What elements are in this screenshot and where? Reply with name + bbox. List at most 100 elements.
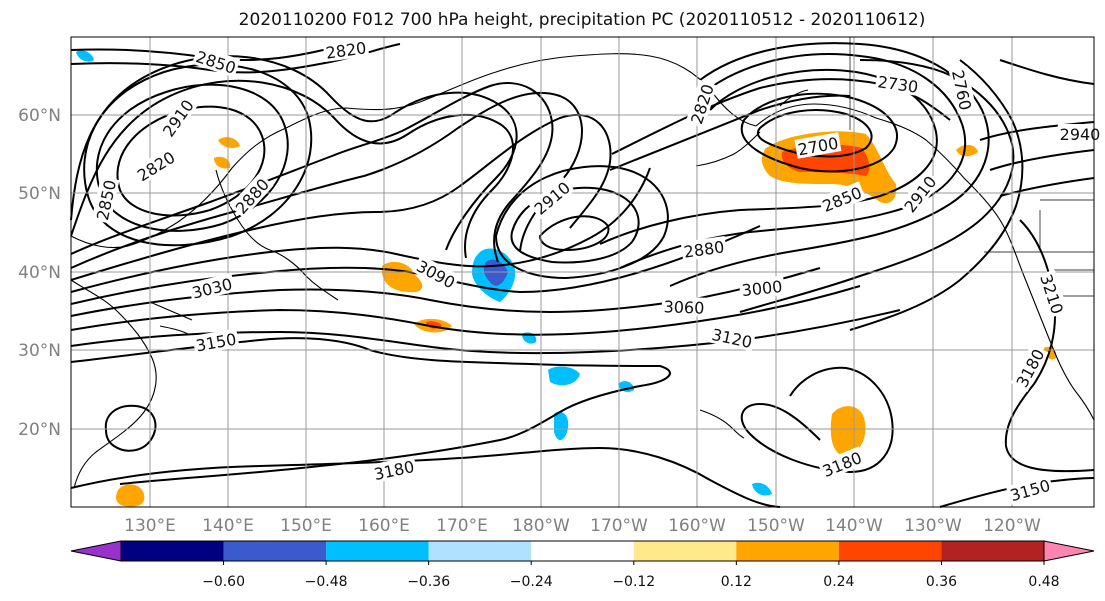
contour-line [70,55,518,251]
contour-line [849,59,1024,331]
contour-label-mask [661,296,707,317]
precip-anomaly-negative [752,482,772,496]
contour-line [740,92,898,173]
latitude-label: 50°N [18,184,61,204]
latitude-label: 40°N [18,263,61,283]
border-lines [849,37,1094,297]
colorbar-tick-label: 0.24 [823,574,854,590]
longitude-label: 120°W [983,516,1041,536]
contour-line [609,94,851,171]
contour-label-mask [874,71,922,97]
contour-label: 3060 [661,296,707,318]
colorbar-segment [326,541,429,561]
longitude-label: 140°W [825,516,883,536]
contour-line [70,267,821,317]
colorbar-extend-high [1043,540,1095,562]
longitude-label: 150°E [280,516,332,536]
precip-anomaly-negative [554,411,569,441]
contour-label-mask [192,328,240,355]
contour-line [740,366,894,474]
contour-label-mask [131,145,180,186]
longitude-label: 160°W [668,516,726,536]
colorbar-tick-label: −0.12 [612,574,655,590]
contour-label-mask [898,170,941,218]
contour-label-mask [1005,474,1054,505]
longitude-label: 130°E [124,516,176,536]
colorbar-segment [941,541,1044,561]
contour-label-mask [528,176,575,220]
contour-line [70,285,861,336]
precip-anomaly-positive [116,484,145,507]
colorbar-segment [223,541,327,561]
contour-label-mask [322,37,370,63]
colorbar-frame [120,540,1045,562]
colorbar: −0.60 −0.48 −0.36 −0.24 −0.12 0.12 0.24 0.36 0.4… [70,540,1095,590]
colorbar-segment [838,541,942,561]
figure-title: 2020110200 F012 700 hPa height, precipit… [239,10,926,30]
contour-line [70,91,583,269]
longitude-label: 180°W [512,516,570,536]
contour-line [104,404,157,452]
contour-label-text: 3060 [663,297,704,317]
contour-label-mask [680,236,728,262]
longitude-label: 140°E [202,516,254,536]
precip-anomaly-negative [76,50,94,62]
latitude-label: 30°N [18,341,61,361]
contour-label: 2940 [1057,124,1103,144]
contour-label-mask [1036,269,1069,318]
colorbar-segment [633,541,737,561]
contour-label-text: 2940 [1060,125,1101,144]
longitude-label: 160°E [358,516,410,536]
contour-label: 3030 [188,272,236,303]
latitude-label: 20°N [18,420,61,440]
contour-label: 3150 [1005,474,1054,505]
contour-label-mask [192,45,241,78]
contour-label-mask [1057,124,1103,143]
coastlines [70,53,1095,489]
contour-label-mask [817,446,866,481]
colorbar-tick-label: −0.24 [510,574,553,590]
colorbar-segment [428,541,532,561]
coastline-japan [149,301,193,335]
contour-label-mask [91,176,120,224]
contour-line [599,68,938,245]
precip-anomaly-positive [956,144,978,157]
contour-line [979,59,1095,197]
contour-label-mask [229,172,274,219]
coastline-alaska-westcoast [755,103,1095,421]
contour-line [70,82,554,263]
map-frame [70,36,1095,508]
contour-label: 2820 [322,37,370,63]
precip-anomaly-positive [830,406,866,456]
precip-anomaly-positive [214,156,231,169]
colorbar-tick-label: −0.60 [202,574,245,590]
contour-label-mask [188,272,236,303]
longitude-label: 170°W [590,516,648,536]
contour-label-mask [738,275,786,300]
colorbar-segment [121,541,224,561]
colorbar-tick-label: 0.12 [721,574,752,590]
contour-label-text: 3000 [741,277,783,300]
colorbar-tick-label: −0.48 [305,574,348,590]
contour-line [70,167,651,293]
contour-label-mask [412,254,461,293]
colorbar-tick-label: 0.36 [926,574,957,590]
contour-label-mask [370,455,418,484]
contour-line [669,42,990,287]
precip-anomaly-positive [218,137,240,148]
contour-line [619,53,967,269]
latitude-label: 60°N [18,106,61,126]
latitude-axis: 60°N 50°N 40°N 30°N 20°N [18,106,61,440]
colorbar-tick-label: 0.48 [1028,574,1059,590]
colorbar-segment [736,541,839,561]
contour-label-mask [1010,343,1049,392]
contour-line [757,109,873,158]
contour-line [538,215,610,252]
contour-label: 3000 [738,275,786,300]
contour-line [494,165,669,280]
longitude-label: 170°E [436,516,488,536]
contour-label-mask [685,79,718,128]
colorbar-extend-low [70,540,122,562]
